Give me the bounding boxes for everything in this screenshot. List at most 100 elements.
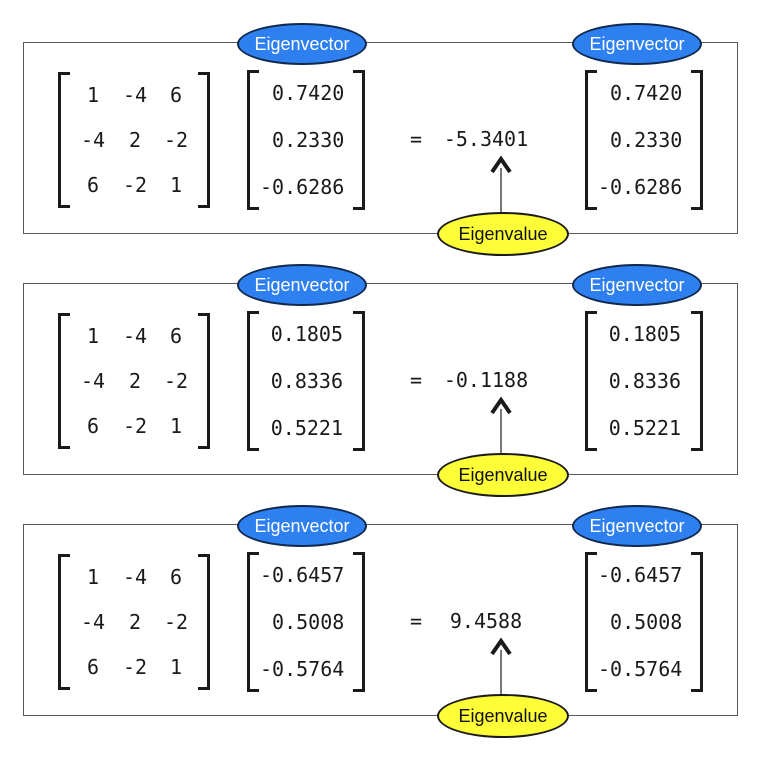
- result-eigenvector-column: -0.6457 0.5008 -0.5764: [585, 552, 703, 692]
- eigenvalue-callout-label: Eigenvalue: [458, 224, 548, 244]
- vector-right-bracket-icon: [691, 552, 703, 692]
- matrix-right-bracket-icon: [198, 313, 210, 449]
- matrix-cell: 1: [169, 655, 183, 680]
- eigenvalue-value: 9.4588: [449, 609, 523, 633]
- matrix-cell: 1: [86, 82, 100, 107]
- matrix-cell: -2: [122, 414, 148, 439]
- eigenvector-callout-left: Eigenvector: [237, 264, 367, 306]
- result-eigenvector-column: 0.7420 0.2330 -0.6286: [585, 70, 703, 210]
- eigenvector-entries: 0.1805 0.8336 0.5221: [260, 311, 343, 451]
- matrix-cell: -2: [163, 127, 189, 152]
- vector-left-bracket-icon: [585, 70, 597, 210]
- matrix-cell: -2: [122, 655, 148, 680]
- eigenvector-entry: -0.6286: [598, 174, 683, 199]
- eigenvector-entry: -0.5764: [598, 656, 683, 681]
- eigenvalue-callout: Eigenvalue: [437, 212, 569, 256]
- eigenvector-callout-left: Eigenvector: [237, 505, 367, 547]
- eigenvector-entry: 0.5221: [608, 415, 681, 440]
- matrix-cell: 1: [86, 564, 100, 589]
- matrix-cells: 1 -4 6 -4 2 -2 6 -2 1: [74, 313, 194, 449]
- eigenvector-entry: 0.2330: [610, 127, 683, 152]
- matrix-cell: 6: [86, 655, 100, 680]
- equals-sign: =: [409, 609, 423, 633]
- matrix-cell: -4: [122, 564, 148, 589]
- eigenvector-entry: 0.8336: [270, 368, 343, 393]
- matrix-cell: -2: [163, 368, 189, 393]
- eigenvalue-callout: Eigenvalue: [437, 694, 569, 738]
- matrix-cell: -2: [122, 173, 148, 198]
- matrix-cell: 1: [169, 173, 183, 198]
- panel-frame: [23, 524, 738, 716]
- matrix-right-bracket-icon: [198, 554, 210, 690]
- matrix-cell: -4: [122, 82, 148, 107]
- vector-right-bracket-icon: [691, 311, 703, 451]
- matrix-cell: 1: [86, 323, 100, 348]
- eigenvector-entry: -0.6457: [260, 563, 345, 588]
- matrix-cells: 1 -4 6 -4 2 -2 6 -2 1: [74, 72, 194, 208]
- coefficient-matrix: 1 -4 6 -4 2 -2 6 -2 1: [58, 72, 210, 208]
- eigenvector-callout-label: Eigenvector: [254, 516, 350, 536]
- vector-left-bracket-icon: [585, 311, 597, 451]
- eigenvector-callout-label: Eigenvector: [254, 34, 350, 54]
- eigenvector-entry: 0.1805: [270, 322, 343, 347]
- matrix-cells: 1 -4 6 -4 2 -2 6 -2 1: [74, 554, 194, 690]
- matrix-left-bracket-icon: [58, 313, 70, 449]
- eigenvector-callout-label: Eigenvector: [589, 34, 685, 54]
- eigenvector-entry: 0.5008: [272, 609, 345, 634]
- coefficient-matrix: 1 -4 6 -4 2 -2 6 -2 1: [58, 554, 210, 690]
- matrix-cell: 6: [169, 564, 183, 589]
- panel-frame: [23, 42, 738, 234]
- vector-right-bracket-icon: [353, 311, 365, 451]
- eigenvector-entry: 0.1805: [608, 322, 681, 347]
- matrix-cell: 2: [128, 609, 142, 634]
- eigenvalue-value: -5.3401: [443, 127, 529, 151]
- vector-left-bracket-icon: [247, 70, 259, 210]
- eigenvector-entries: 0.7420 0.2330 -0.6286: [260, 70, 345, 210]
- eigenvector-column: -0.6457 0.5008 -0.5764: [247, 552, 365, 692]
- eigen-equation-panel: 1 -4 6 -4 2 -2 6 -2 1 -0.6457 0.5008 -0.…: [0, 502, 763, 743]
- matrix-cell: 6: [86, 414, 100, 439]
- eigenvector-entries: -0.6457 0.5008 -0.5764: [260, 552, 345, 692]
- eigenvector-column: 0.1805 0.8336 0.5221: [247, 311, 365, 451]
- matrix-cell: 6: [169, 82, 183, 107]
- eigenvector-callout-label: Eigenvector: [589, 516, 685, 536]
- equals-sign: =: [409, 368, 423, 392]
- eigenvector-callout-right: Eigenvector: [572, 264, 702, 306]
- coefficient-matrix: 1 -4 6 -4 2 -2 6 -2 1: [58, 313, 210, 449]
- eigenvector-entries: -0.6457 0.5008 -0.5764: [598, 552, 683, 692]
- eigenvector-entry: 0.7420: [610, 81, 683, 106]
- vector-left-bracket-icon: [247, 552, 259, 692]
- eigenvector-callout-right: Eigenvector: [572, 23, 702, 65]
- matrix-cell: -2: [163, 609, 189, 634]
- eigen-equation-panel: 1 -4 6 -4 2 -2 6 -2 1 0.1805 0.8336 0.52…: [0, 261, 763, 502]
- matrix-cell: -4: [122, 323, 148, 348]
- eigenvector-entry: 0.8336: [608, 368, 681, 393]
- equals-sign: =: [409, 127, 423, 151]
- matrix-cell: 2: [128, 127, 142, 152]
- eigenvector-callout-label: Eigenvector: [254, 275, 350, 295]
- matrix-cell: 2: [128, 368, 142, 393]
- eigenvector-entries: 0.7420 0.2330 -0.6286: [598, 70, 683, 210]
- result-eigenvector-column: 0.1805 0.8336 0.5221: [585, 311, 703, 451]
- eigenvector-callout-label: Eigenvector: [589, 275, 685, 295]
- eigenvector-entry: -0.6286: [260, 174, 345, 199]
- eigenvector-entry: 0.7420: [272, 81, 345, 106]
- eigenvalue-callout: Eigenvalue: [437, 453, 569, 497]
- matrix-right-bracket-icon: [198, 72, 210, 208]
- eigenvector-callout-left: Eigenvector: [237, 23, 367, 65]
- eigen-decomposition-diagram: 1 -4 6 -4 2 -2 6 -2 1 0.7420 0.2330 -0.6…: [0, 23, 763, 743]
- matrix-cell: 6: [169, 323, 183, 348]
- matrix-cell: -4: [80, 368, 106, 393]
- eigenvalue-callout-label: Eigenvalue: [458, 465, 548, 485]
- matrix-left-bracket-icon: [58, 72, 70, 208]
- eigenvector-callout-right: Eigenvector: [572, 505, 702, 547]
- panel-frame: [23, 283, 738, 475]
- vector-right-bracket-icon: [353, 552, 365, 692]
- eigenvector-entry: 0.5221: [270, 415, 343, 440]
- eigenvector-entry: 0.2330: [272, 127, 345, 152]
- vector-right-bracket-icon: [691, 70, 703, 210]
- matrix-cell: 6: [86, 173, 100, 198]
- vector-left-bracket-icon: [585, 552, 597, 692]
- vector-right-bracket-icon: [353, 70, 365, 210]
- eigenvector-entry: -0.5764: [260, 656, 345, 681]
